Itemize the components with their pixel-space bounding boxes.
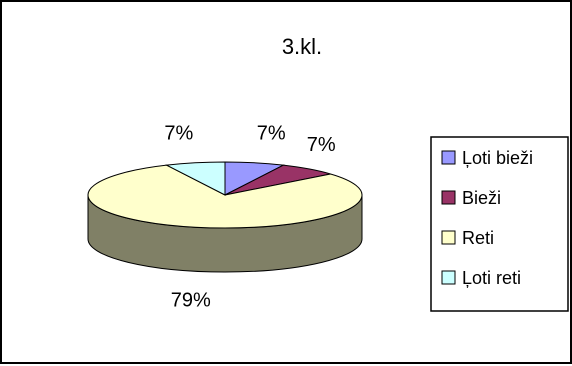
legend-swatch-1 [441, 190, 456, 205]
legend-swatch-3 [441, 270, 456, 285]
pie-slices [87, 161, 363, 229]
legend: Ļoti bieži Bieži Reti Ļoti reti [441, 148, 533, 288]
legend-swatch-0 [441, 150, 456, 165]
data-label-1: 7% [307, 134, 336, 156]
pie-slice-3 [164, 161, 226, 196]
legend-label-2: Reti [462, 228, 494, 248]
legend-swatch-2 [441, 230, 456, 245]
legend-label-0: Ļoti bieži [462, 148, 533, 168]
data-label-0: 7% [257, 123, 286, 145]
chart-title: 3.kl. [282, 34, 322, 59]
legend-label-3: Ļoti reti [462, 268, 521, 288]
data-labels: 7% 7% 79% 7% [164, 123, 336, 312]
data-label-2: 79% [171, 290, 211, 312]
pie-slice-2 [87, 164, 363, 229]
legend-label-1: Bieži [462, 188, 501, 208]
legend-box [430, 136, 569, 312]
data-label-3: 7% [164, 123, 193, 145]
